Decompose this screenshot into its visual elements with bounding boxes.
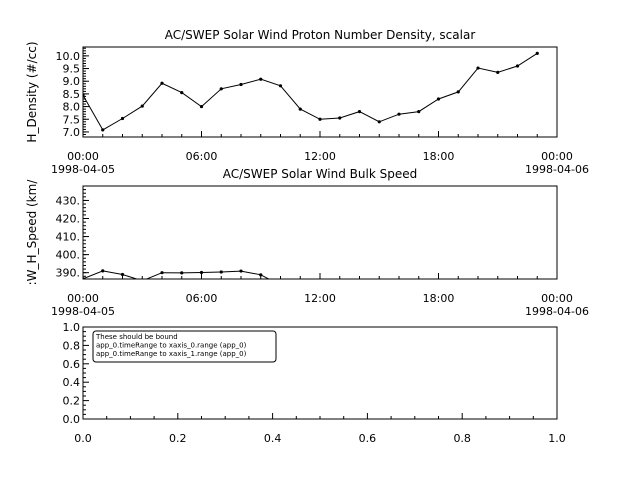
data-point — [180, 91, 184, 95]
data-point — [259, 77, 263, 81]
data-point — [199, 270, 204, 275]
panel-0: AC/SWEP Solar Wind Proton Number Density… — [25, 28, 589, 176]
data-point — [101, 128, 105, 132]
chart-title: AC/SWEP Solar Wind Bulk Speed — [223, 167, 417, 181]
x-tick-label: 1.0 — [548, 432, 566, 445]
y-tick-label: 8.0 — [63, 101, 81, 114]
data-point — [199, 104, 204, 109]
x-date-label: 1998-04-06 — [525, 305, 589, 318]
data-point — [180, 271, 184, 275]
chart-title: AC/SWEP Solar Wind Proton Number Density… — [165, 28, 476, 42]
data-point — [417, 110, 421, 114]
y-tick-label: 7.5 — [63, 113, 81, 126]
y-tick-label: 0.6 — [63, 358, 81, 371]
data-point — [239, 82, 243, 87]
data-point — [259, 273, 263, 277]
x-date-label: 1998-04-06 — [525, 163, 589, 176]
data-point — [278, 84, 283, 88]
data-point — [140, 104, 144, 108]
y-tick-label: 9.0 — [63, 75, 81, 88]
x-tick-label: 0.2 — [169, 432, 187, 445]
annotation-line: These should be bound — [95, 333, 178, 341]
data-point — [120, 116, 125, 121]
y-tick-label: 430. — [56, 194, 81, 207]
data-point — [377, 120, 381, 124]
x-tick-label: 00:00 — [67, 150, 99, 163]
data-point — [219, 87, 223, 91]
y-tick-label: 7.0 — [63, 126, 81, 139]
x-tick-label: 0.4 — [264, 432, 282, 445]
data-point — [456, 90, 460, 94]
data-point — [535, 51, 539, 55]
series-group — [83, 269, 270, 279]
y-tick-label: 0.0 — [63, 413, 81, 426]
y-tick-label: 410. — [56, 231, 81, 244]
annotation-line: app_0.timeRange to xaxis_1.range (app_0) — [96, 350, 247, 358]
data-point — [160, 271, 164, 275]
y-tick-label: 0.8 — [63, 339, 81, 352]
plot-frame — [82, 185, 558, 280]
y-tick-label: 1.0 — [63, 321, 81, 334]
data-point — [120, 272, 125, 277]
data-point — [496, 70, 500, 74]
panel-1: AC/SWEP Solar Wind Bulk Speed00:001998-0… — [25, 167, 589, 318]
annotation-line: app_0.timeRange to xaxis_0.range (app_0) — [96, 342, 247, 350]
x-tick-label: 0.8 — [453, 432, 471, 445]
x-tick-label: 0.0 — [74, 432, 92, 445]
x-tick-label: 12:00 — [304, 292, 336, 305]
y-tick-label: 400. — [56, 249, 81, 262]
x-tick-label: 18:00 — [423, 292, 455, 305]
series-line — [83, 52, 538, 131]
y-tick-label: 8.5 — [63, 88, 81, 101]
data-point — [83, 277, 85, 279]
data-point — [397, 112, 401, 116]
y-tick-label: 10.0 — [56, 50, 81, 63]
x-tick-label: 00:00 — [67, 292, 99, 305]
data-point — [436, 97, 441, 101]
x-tick-label: 00:00 — [541, 292, 573, 305]
y-tick-label: 9.5 — [63, 63, 81, 76]
y-tick-label: 0.4 — [63, 376, 81, 389]
x-date-label: 1998-04-05 — [51, 305, 115, 318]
data-point — [338, 116, 342, 120]
panel-2: 0.0 0.2 0.4 0.6 0.8 1.0 0.0 0.2 0.4 0.6 0.8 1.0 Thes… — [63, 321, 566, 445]
x-tick-label: 18:00 — [423, 150, 455, 163]
data-point — [239, 269, 243, 273]
x-date-label: 1998-04-05 — [51, 163, 115, 176]
data-point — [83, 93, 85, 97]
x-tick-label: 00:00 — [541, 150, 573, 163]
data-point — [101, 269, 105, 273]
data-point — [219, 270, 223, 274]
annotation-frame — [92, 330, 277, 363]
y-tick-label: 420. — [56, 213, 81, 226]
y-axis-label: :W_H_Speed (km/ — [25, 179, 39, 286]
y-tick-label: 390. — [56, 267, 81, 280]
x-tick-label: 06:00 — [186, 150, 218, 163]
data-point — [318, 117, 322, 121]
data-point — [515, 64, 520, 68]
series-group — [83, 51, 539, 132]
y-tick-label: 0.2 — [63, 395, 81, 408]
x-tick-label: 12:00 — [304, 150, 336, 163]
x-tick-label: 0.6 — [359, 432, 377, 445]
x-tick-label: 06:00 — [186, 292, 218, 305]
data-point — [476, 66, 480, 70]
y-axis-label: H_Density (#/cc) — [25, 41, 39, 142]
data-point — [357, 110, 362, 114]
data-point — [160, 81, 164, 85]
data-point — [298, 107, 302, 111]
